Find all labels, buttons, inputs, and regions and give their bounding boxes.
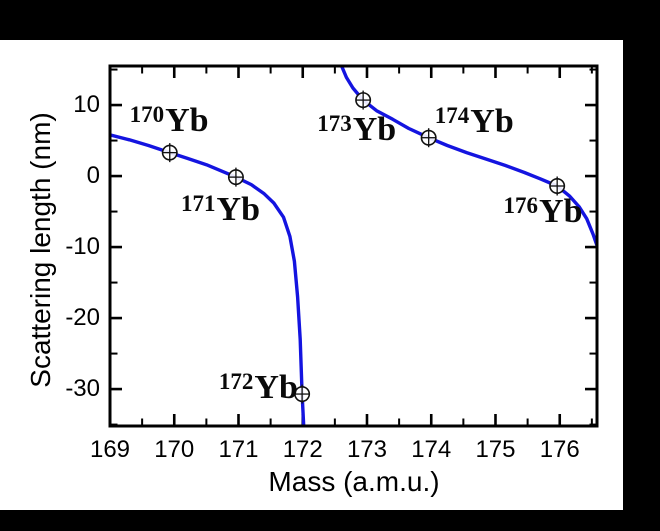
- x-tick-label-169: 169: [89, 436, 131, 463]
- isotope-element-symbol: Yb: [254, 369, 298, 407]
- y-tick-label-0: 0: [86, 162, 100, 190]
- x-tick-label-176: 176: [539, 436, 580, 463]
- y-tick-label--30: -30: [65, 375, 100, 403]
- isotope-element-symbol: Yb: [216, 191, 260, 229]
- isotope-label-170Yb: 170Yb: [130, 102, 209, 140]
- isotope-mass-superscript: 172: [218, 369, 254, 395]
- isotope-element-symbol: Yb: [352, 110, 397, 148]
- black-border-top: [0, 0, 660, 40]
- x-tick-label-171: 171: [218, 436, 259, 463]
- x-tick-label-175: 175: [475, 436, 516, 463]
- x-tick-label-174: 174: [411, 436, 452, 463]
- y-tick-label--20: -20: [65, 304, 100, 332]
- isotope-mass-superscript: 176: [503, 193, 539, 219]
- plot-frame: [108, 64, 599, 428]
- isotope-mass-superscript: 174: [434, 103, 470, 129]
- x-tick-label-172: 172: [282, 436, 323, 463]
- isotope-element-symbol: Yb: [470, 103, 514, 141]
- y-tick-label-10: 10: [73, 91, 100, 119]
- isotope-element-symbol: Yb: [165, 101, 209, 139]
- isotope-label-173Yb: 173Yb: [317, 111, 396, 149]
- x-axis-title: Mass (a.m.u.): [268, 466, 440, 497]
- isotope-mass-superscript: 173: [317, 110, 352, 136]
- black-border-right: [623, 0, 660, 531]
- y-tick-label--10: -10: [65, 233, 100, 261]
- isotope-label-174Yb: 174Yb: [435, 103, 514, 141]
- x-tick-label-170: 170: [154, 436, 195, 463]
- isotope-label-171Yb: 171Yb: [181, 191, 260, 229]
- y-axis-title: Scattering length (nm): [25, 112, 56, 388]
- isotope-mass-superscript: 171: [181, 191, 216, 217]
- isotope-element-symbol: Yb: [539, 193, 583, 231]
- isotope-label-176Yb: 176Yb: [504, 193, 583, 231]
- black-border-bottom: [0, 510, 660, 531]
- x-tick-label-173: 173: [346, 436, 387, 463]
- isotope-label-172Yb: 172Yb: [219, 369, 298, 407]
- isotope-mass-superscript: 170: [129, 101, 165, 127]
